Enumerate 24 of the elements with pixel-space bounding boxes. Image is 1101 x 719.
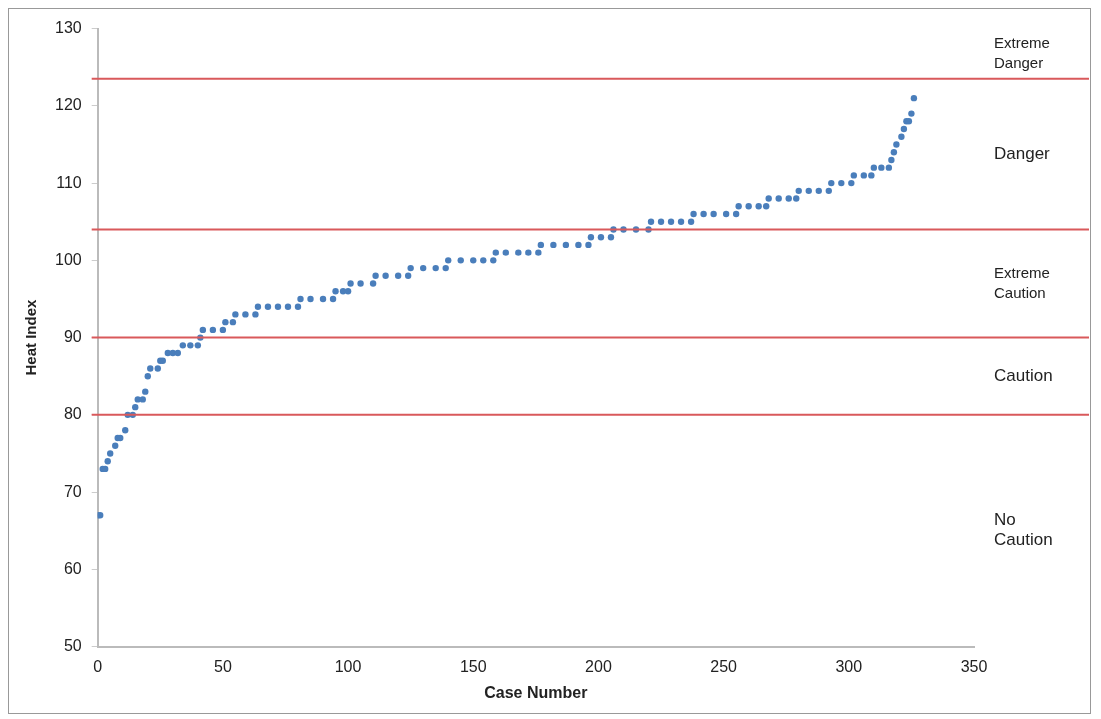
- y-tick-label: 80: [63, 405, 82, 423]
- y-tick-label: 50: [63, 637, 82, 655]
- y-tick-label: 90: [63, 328, 82, 346]
- text: Extreme Caution: [994, 263, 1050, 301]
- x-tick-label: 150: [459, 657, 487, 675]
- x-tick-label: 50: [213, 657, 232, 675]
- y-tick-label: 70: [63, 482, 82, 500]
- x-tick-label: 350: [960, 657, 988, 675]
- text: No Caution: [994, 510, 1053, 550]
- x-axis-title: Case Number: [484, 683, 588, 701]
- x-tick-label: 250: [710, 657, 738, 675]
- y-tick-label: 130: [54, 19, 82, 37]
- y-tick-label: 110: [56, 173, 82, 191]
- y-tick-label: 60: [63, 559, 82, 577]
- x-tick-label: 300: [835, 657, 863, 675]
- x-tick-label: 200: [585, 657, 612, 675]
- y-axis-title: Heat Index: [22, 299, 40, 376]
- text: Caution: [994, 365, 1053, 385]
- x-tick-label: 100: [334, 657, 362, 675]
- y-tick-label: 120: [54, 96, 82, 114]
- text: Extreme Danger: [994, 33, 1050, 71]
- x-tick-label: 0: [93, 657, 103, 675]
- text: Danger: [994, 143, 1051, 163]
- y-tick-label: 100: [54, 250, 82, 268]
